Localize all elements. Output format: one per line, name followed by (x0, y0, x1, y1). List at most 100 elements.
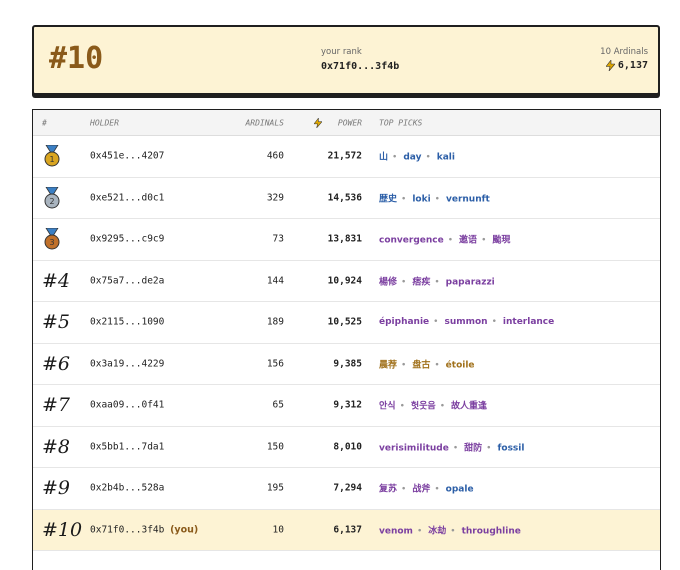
ardinals: 73 (272, 233, 284, 245)
pick: summon (444, 317, 502, 327)
ardinals: 150 (266, 441, 284, 453)
pick: paparazzi (445, 277, 495, 288)
pick: convergence (379, 236, 459, 246)
pick: 盘古 (412, 360, 445, 370)
row: #8 0x5bb1...7da1 150 8,010 verisimilitude甜防f… (33, 427, 660, 468)
pick: 战斧 (412, 485, 445, 495)
pick: 晨荐 (379, 360, 412, 370)
column-header: HOLDER (90, 118, 119, 127)
ardinals: 195 (266, 482, 284, 494)
pick: loki (412, 194, 446, 204)
ardinals: 144 (266, 275, 284, 287)
medal: 2 (44, 186, 60, 209)
holder: 0x5bb1...7da1 (90, 441, 164, 452)
medal: 3 (44, 228, 60, 250)
row: #9 0x2b4b...528a 195 7,294 复苏战斧opale (33, 468, 660, 510)
power: 7,294 (333, 482, 362, 494)
power: 14,536 (327, 192, 362, 204)
power: 6,137 (333, 524, 362, 536)
column-header: ARDINALS (245, 118, 284, 127)
medal-rank: 1 (49, 155, 54, 164)
rank: #5 (42, 311, 71, 334)
holder: 0x71f0...3f4b (you) (90, 524, 198, 535)
power: 9,312 (333, 399, 362, 411)
power: 10,924 (327, 275, 362, 287)
row: #10 0x71f0...3f4b (you) 10 6,137 venom冰劫thro… (33, 509, 660, 551)
top-picks: 歴史lokivernunft (379, 191, 490, 204)
power: 6,137 (605, 60, 648, 71)
power: 13,831 (327, 233, 362, 245)
holder-address: 0x9295...c9c9 (90, 233, 165, 245)
top-picks: venom冰劫throughline (379, 523, 521, 536)
pick: interlance (502, 317, 555, 328)
pick: 冰劫 (428, 526, 461, 536)
leaderboard: # HOLDER ARDINALS POWER TOP PICKS 1 0x451e...… (32, 109, 661, 570)
ardinals: 65 (272, 399, 284, 411)
row: 2 0xe521...d0c1 329 14,536 歴史lokivernunft (33, 178, 660, 219)
pick: vernunft (445, 194, 490, 205)
pick: 复苏 (379, 485, 412, 495)
rank: #6 (42, 352, 71, 375)
top-picks: verisimilitude甜防fossil (379, 440, 524, 453)
row: 3 0x9295...c9c9 73 13,831 convergence邀语颱現 (33, 219, 660, 261)
top-picks: 안식헛웃음故人重逢 (379, 399, 487, 412)
rank: #9 (42, 477, 71, 500)
power-value: 6,137 (617, 60, 648, 71)
row: #4 0x75a7...de2a 144 10,924 楊修痞疾paparazzi (33, 261, 660, 302)
holder: 0xaa09...0f41 (90, 400, 164, 411)
rank: #7 (42, 394, 71, 417)
holder-address: 0xaa09...0f41 (90, 399, 165, 411)
holder-address: 0x3a19...4229 (90, 358, 165, 370)
pick: kali (436, 152, 455, 163)
pick: 痞疾 (412, 277, 445, 287)
ardinals: 189 (266, 316, 284, 328)
pick: 山 (379, 153, 403, 163)
holder: 0x451e...4207 (90, 151, 164, 162)
ardinals: 460 (266, 150, 284, 162)
top-picks: épiphaniesummoninterlance (379, 317, 554, 327)
pick: verisimilitude (379, 443, 464, 453)
pick: 甜防 (464, 443, 497, 453)
top-picks: convergence邀语颱現 (379, 233, 510, 246)
pick: 歴史 (379, 194, 412, 204)
pick: 邀语 (459, 236, 492, 246)
pick: épiphanie (379, 317, 444, 327)
row: #6 0x3a19...4229 156 9,385 晨荐盘古étoile (33, 344, 660, 385)
top-picks: 复苏战斧opale (379, 482, 474, 495)
holder-address: 0x2115...1090 (90, 316, 165, 328)
row: #7 0xaa09...0f41 65 9,312 안식헛웃음故人重逢 (33, 385, 660, 427)
ardinals: 10 (272, 524, 284, 536)
pick: day (403, 153, 436, 163)
holder-address: 0x71f0...3f4b (90, 524, 165, 536)
holder: 0x2b4b...528a (90, 483, 164, 494)
holder: 0xe521...d0c1 (90, 192, 164, 203)
top-picks: 山daykali (379, 150, 455, 163)
pick: opale (445, 484, 474, 495)
you-tag: (you) (170, 524, 199, 536)
bolt-icon (605, 60, 615, 71)
holder-address: 0x2b4b...528a (90, 482, 165, 494)
power: 10,525 (327, 316, 362, 328)
page: {"header": {"rank": "#10", "rank_label":… (32, 25, 661, 570)
holder-address: 0x5bb1...7da1 (90, 441, 165, 453)
top-picks: 晨荐盘古étoile (379, 357, 475, 370)
rank: #10 (49, 41, 104, 76)
rank-card: #10 your rank 0x71f0...3f4b 10 Ardinals … (32, 25, 660, 95)
pick: throughline (461, 526, 521, 537)
column-header: POWER (337, 118, 362, 127)
pick: venom (379, 526, 428, 536)
column-header: TOP PICKS (379, 118, 423, 127)
rank-label: your rank (321, 47, 362, 57)
ardinals: 10 Ardinals (600, 47, 648, 57)
bolt-icon (314, 118, 322, 128)
address: 0x71f0...3f4b (321, 61, 400, 72)
ardinals: 156 (266, 358, 284, 370)
pick: 안식 (379, 402, 411, 412)
row: #5 0x2115...1090 189 10,525 épiphaniesummoni… (33, 302, 660, 344)
pick: étoile (445, 360, 475, 371)
rank: #4 (42, 269, 71, 292)
rank: #8 (42, 435, 71, 458)
holder-address: 0x75a7...de2a (90, 275, 165, 287)
rank: #10 (42, 518, 83, 541)
medal: 1 (44, 145, 60, 167)
